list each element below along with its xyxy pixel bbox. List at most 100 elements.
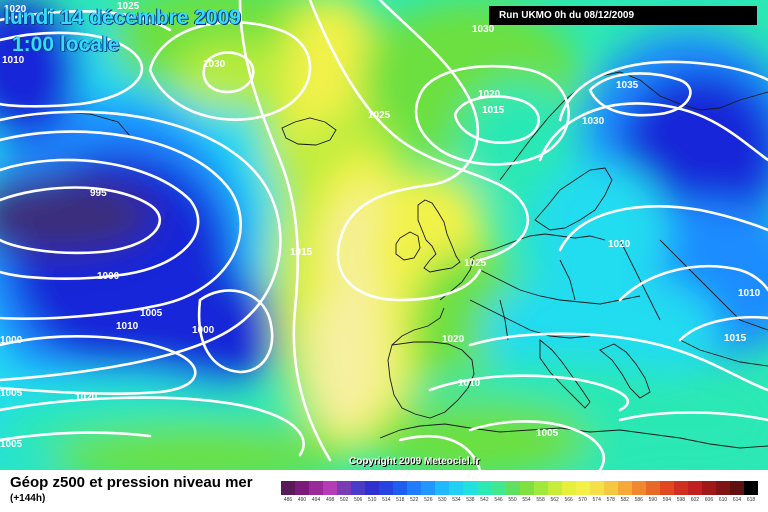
isobar-label: 1020 — [442, 334, 465, 345]
colour-swatch — [491, 481, 506, 495]
isobar-label: 1005 — [536, 428, 559, 439]
isobar-label: 1010 — [738, 288, 761, 299]
colour-scale-tick: 598 — [676, 497, 686, 503]
colour-scale-tick: 602 — [690, 497, 700, 503]
isobar-label: 995 — [90, 188, 107, 199]
isobar-label: 1015 — [724, 333, 747, 344]
colour-scale-tick: 510 — [368, 497, 377, 503]
colour-scale-tick: 614 — [732, 497, 742, 503]
colour-swatch — [645, 481, 660, 495]
isobar-label: 1025 — [117, 1, 140, 12]
colour-scale-tick: 586 — [634, 497, 643, 503]
colour-scale-tick: 570 — [578, 497, 587, 503]
colour-swatch — [617, 481, 632, 495]
colour-swatch — [407, 481, 422, 495]
isobar-label: 1015 — [482, 105, 505, 116]
isobar-label: 1030 — [582, 116, 605, 127]
legend-footer: Géop z500 et pression niveau mer (+144h)… — [0, 470, 768, 512]
colour-swatch — [547, 481, 562, 495]
isobar-label: 1010 — [458, 378, 481, 389]
colour-swatch — [379, 481, 394, 495]
colour-scale-tick: 594 — [662, 497, 672, 503]
isobar-label: 1000 — [192, 325, 215, 336]
isobar-label: 1020 — [608, 239, 631, 250]
colour-scale-tick: 530 — [438, 497, 447, 503]
colour-swatch — [337, 481, 352, 495]
isobar-label: 1030 — [203, 59, 226, 70]
colour-scale-tick: 490 — [297, 497, 307, 503]
coastlines — [0, 71, 768, 449]
isobar-label: 1020 — [4, 4, 27, 15]
colour-swatch — [589, 481, 604, 495]
colour-scale-tick: 542 — [480, 497, 489, 503]
colour-swatch — [435, 481, 450, 495]
colour-scale-tick: 506 — [354, 497, 363, 503]
colour-scale-tick: 618 — [746, 497, 756, 503]
colour-field — [0, 0, 768, 470]
colour-swatch — [603, 481, 618, 495]
colour-swatch — [673, 481, 688, 495]
isobar-label: 1025 — [464, 258, 487, 269]
colour-swatch — [421, 481, 436, 495]
colour-swatch — [701, 481, 716, 495]
isobar-label: 1005 — [140, 308, 163, 319]
colour-scale-tick: 574 — [592, 497, 601, 503]
colour-swatch — [463, 481, 478, 495]
colour-swatch — [659, 481, 674, 495]
colour-swatch — [505, 481, 520, 495]
isobar-label: 1010 — [2, 55, 25, 66]
copyright-notice: Copyright 2009 Meteociel.fr — [349, 456, 480, 467]
forecast-date-title: lundi 14 décembre 2009 — [4, 6, 241, 29]
colour-scale-tick: 494 — [311, 497, 321, 503]
colour-scale: 486 490 494 498 502 506 510 514 518 522 526 530 534 5… — [281, 481, 759, 509]
colour-swatch — [351, 481, 366, 495]
colour-scale-tick: 486 — [283, 497, 293, 503]
colour-scale-tick: 526 — [424, 497, 433, 503]
colour-scale-tick: 562 — [550, 497, 559, 503]
isobar-label: 1005 — [0, 439, 23, 450]
colour-swatch — [687, 481, 702, 495]
isobar-label: 1030 — [472, 24, 495, 35]
colour-swatch — [281, 481, 296, 495]
colour-scale-tick: 550 — [508, 497, 517, 503]
model-run-info: Run UKMO 0h du 08/12/2009 — [489, 6, 757, 25]
isobar-label: 1025 — [368, 110, 391, 121]
isobar-label: 1000 — [0, 335, 23, 346]
colour-scale-tick: 498 — [325, 497, 335, 503]
isobar-label: 1035 — [616, 80, 639, 91]
colour-swatch — [365, 481, 380, 495]
isobar-label: 1000 — [97, 271, 120, 282]
colour-scale-tick: 578 — [606, 497, 615, 503]
colour-swatch — [323, 481, 338, 495]
colour-swatch — [575, 481, 590, 495]
colour-scale-tick: 538 — [466, 497, 475, 503]
colour-scale-tick: 554 — [522, 497, 531, 503]
isobar-label: 1020 — [75, 392, 98, 403]
colour-swatch — [295, 481, 310, 495]
isobar-label: 1005 — [0, 388, 23, 399]
legend-title: Géop z500 et pression niveau mer — [10, 474, 253, 491]
colour-swatch — [309, 481, 324, 495]
colour-scale-tick: 534 — [452, 497, 461, 503]
colour-scale-tick: 566 — [564, 497, 573, 503]
colour-scale-swatches — [281, 481, 759, 495]
colour-swatch — [730, 481, 745, 495]
colour-swatch — [561, 481, 576, 495]
colour-swatch — [533, 481, 548, 495]
colour-scale-tick: 558 — [536, 497, 545, 503]
colour-swatch — [744, 481, 759, 495]
geopotential-map: 1020 1025 1010 1030 1030 1025 1020 1015 … — [0, 0, 768, 470]
colour-swatch — [519, 481, 534, 495]
colour-swatch — [477, 481, 492, 495]
colour-swatch — [631, 481, 646, 495]
colour-scale-tick: 582 — [620, 497, 629, 503]
isobar-label: 1020 — [478, 89, 501, 100]
isobar-label: 1015 — [290, 247, 313, 258]
colour-scale-tick: 514 — [382, 497, 391, 503]
colour-scale-tick: 606 — [704, 497, 714, 503]
colour-scale-tick: 522 — [410, 497, 419, 503]
colour-scale-tick: 610 — [718, 497, 728, 503]
colour-scale-tick: 518 — [396, 497, 405, 503]
colour-swatch — [715, 481, 730, 495]
